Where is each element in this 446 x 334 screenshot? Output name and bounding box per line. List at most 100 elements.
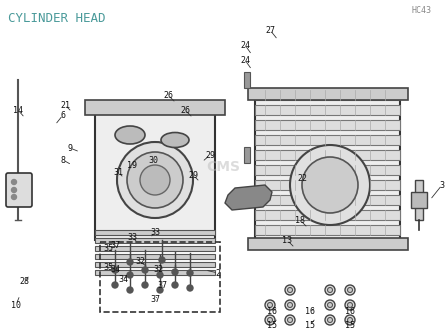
Circle shape (285, 315, 295, 325)
Text: 26: 26 (163, 91, 173, 100)
Bar (255, 105, 400, 115)
Text: 9: 9 (67, 144, 73, 153)
Bar (244, 72, 250, 88)
Text: 30: 30 (148, 156, 158, 165)
Bar (95, 262, 215, 267)
Circle shape (327, 303, 333, 308)
Bar (415, 180, 423, 220)
Circle shape (117, 142, 193, 218)
Bar (255, 225, 400, 235)
Circle shape (265, 315, 275, 325)
Circle shape (268, 303, 273, 308)
Text: 13: 13 (282, 235, 292, 244)
Circle shape (288, 318, 293, 323)
Bar (95, 254, 215, 259)
Text: HC43: HC43 (412, 5, 432, 14)
Text: 15: 15 (345, 321, 355, 330)
Polygon shape (95, 110, 215, 240)
Text: 16: 16 (267, 308, 277, 317)
Circle shape (285, 300, 295, 310)
Circle shape (12, 179, 17, 184)
Text: 31: 31 (113, 167, 123, 176)
Circle shape (327, 288, 333, 293)
FancyBboxPatch shape (6, 173, 32, 207)
Text: 2: 2 (215, 269, 220, 278)
Circle shape (302, 157, 358, 213)
Text: 37: 37 (110, 240, 120, 249)
Circle shape (345, 315, 355, 325)
Circle shape (112, 267, 118, 273)
Text: 24: 24 (240, 40, 250, 49)
Circle shape (187, 285, 193, 291)
Circle shape (290, 145, 370, 225)
Text: 32: 32 (135, 258, 145, 267)
Circle shape (325, 315, 335, 325)
Bar (95, 270, 215, 275)
Bar (95, 238, 215, 243)
Circle shape (127, 287, 133, 293)
Text: 29: 29 (205, 151, 215, 160)
Text: 24: 24 (240, 55, 250, 64)
Text: 33: 33 (127, 232, 137, 241)
Text: 15: 15 (305, 321, 315, 330)
Circle shape (172, 269, 178, 275)
Text: 15: 15 (267, 321, 277, 330)
Circle shape (327, 318, 333, 323)
Circle shape (265, 300, 275, 310)
Circle shape (142, 267, 148, 273)
Text: 29: 29 (188, 170, 198, 179)
Circle shape (288, 288, 293, 293)
Circle shape (347, 318, 352, 323)
Ellipse shape (161, 133, 189, 148)
Circle shape (347, 288, 352, 293)
Text: 26: 26 (180, 106, 190, 115)
Circle shape (347, 303, 352, 308)
Circle shape (187, 270, 193, 276)
Bar (255, 90, 400, 100)
Circle shape (288, 303, 293, 308)
Text: CYLINDER HEAD: CYLINDER HEAD (8, 11, 106, 24)
Text: 16: 16 (305, 308, 315, 317)
Bar (85, 100, 225, 115)
Circle shape (127, 152, 183, 208)
Text: CMS: CMS (206, 160, 240, 174)
Circle shape (325, 300, 335, 310)
Text: 27: 27 (265, 25, 275, 34)
Bar (255, 150, 400, 160)
Circle shape (345, 285, 355, 295)
Bar (255, 195, 400, 205)
Circle shape (159, 257, 165, 263)
Text: 3: 3 (439, 180, 445, 189)
Text: 19: 19 (127, 161, 137, 169)
Text: 28: 28 (19, 278, 29, 287)
Text: 34: 34 (110, 266, 120, 275)
Circle shape (142, 282, 148, 288)
Circle shape (157, 272, 163, 278)
Text: 35: 35 (103, 264, 113, 273)
Circle shape (12, 187, 17, 192)
Bar (411, 192, 427, 208)
Bar (255, 135, 400, 145)
Bar (255, 120, 400, 130)
Bar (95, 246, 215, 251)
Bar (248, 238, 408, 250)
Circle shape (127, 259, 133, 265)
Text: 21: 21 (60, 101, 70, 110)
Circle shape (285, 285, 295, 295)
Circle shape (140, 165, 170, 195)
Bar (95, 230, 215, 235)
Ellipse shape (115, 126, 145, 144)
Text: 14: 14 (13, 106, 23, 115)
Text: 18: 18 (295, 215, 305, 224)
Text: 6: 6 (61, 111, 66, 120)
Bar (255, 210, 400, 220)
Text: 8: 8 (61, 156, 66, 165)
Text: 33: 33 (150, 227, 160, 236)
Text: 35: 35 (103, 243, 113, 253)
Circle shape (112, 282, 118, 288)
Bar (255, 90, 400, 240)
Text: 10: 10 (11, 301, 21, 310)
Circle shape (325, 285, 335, 295)
Circle shape (127, 272, 133, 278)
Circle shape (345, 300, 355, 310)
